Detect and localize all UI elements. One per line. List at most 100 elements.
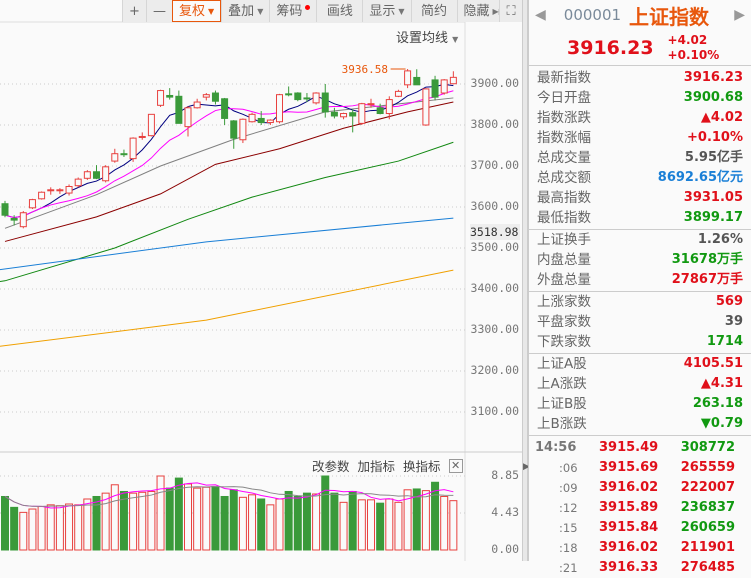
volume-bar[interactable] — [293, 495, 302, 551]
kline-chart[interactable]: 3936.58 — [0, 0, 522, 561]
candle[interactable] — [303, 93, 311, 103]
candle[interactable] — [294, 92, 302, 102]
candle[interactable] — [358, 102, 366, 125]
volume-bar[interactable] — [211, 485, 220, 551]
candle[interactable] — [166, 88, 174, 100]
volume-bar[interactable] — [119, 490, 128, 551]
toolbar-button-0[interactable]: + — [122, 0, 146, 22]
candle[interactable] — [340, 112, 348, 120]
volume-bar[interactable] — [138, 491, 147, 551]
panel-splitter[interactable]: ▶ — [522, 0, 530, 561]
candle[interactable] — [147, 113, 155, 137]
volume-bar[interactable] — [55, 505, 64, 551]
volume-bar[interactable] — [220, 495, 229, 551]
candle[interactable] — [221, 97, 229, 125]
volume-bar[interactable] — [421, 490, 430, 551]
volume-bar[interactable] — [65, 503, 74, 551]
candle[interactable] — [440, 79, 448, 95]
candle[interactable] — [74, 177, 82, 188]
candle[interactable] — [230, 120, 238, 149]
volume-bar[interactable] — [193, 487, 202, 551]
volume-bar[interactable] — [266, 504, 275, 551]
volume-bar[interactable] — [367, 499, 375, 551]
toolbar-button-4[interactable]: 筹码 — [269, 0, 317, 22]
ma-settings-button[interactable]: 设置均线 ▼ — [396, 27, 458, 46]
volume-bar[interactable] — [92, 495, 101, 551]
candle[interactable] — [394, 89, 402, 98]
candle[interactable] — [175, 90, 183, 124]
candle[interactable] — [19, 211, 27, 229]
collapse-arrow-icon[interactable]: ▶ — [523, 462, 530, 472]
candle[interactable] — [349, 109, 357, 133]
candle[interactable] — [38, 191, 46, 200]
volume-bar[interactable] — [339, 501, 348, 551]
volume-bar[interactable] — [302, 492, 311, 551]
volume-bar[interactable] — [257, 498, 266, 551]
candle[interactable] — [202, 93, 210, 101]
candle[interactable] — [266, 119, 274, 125]
toolbar-button-1[interactable]: — — [146, 0, 172, 22]
candle[interactable] — [138, 132, 146, 140]
volume-bar[interactable] — [229, 489, 238, 551]
candle[interactable] — [129, 137, 137, 162]
volume-bar[interactable] — [110, 484, 119, 551]
candle[interactable] — [184, 106, 192, 137]
candle[interactable] — [193, 98, 201, 109]
candle[interactable] — [102, 165, 110, 183]
volume-bar[interactable] — [312, 493, 321, 551]
volume-bar[interactable] — [238, 496, 247, 551]
candle[interactable] — [28, 198, 36, 210]
switch-indicator-button[interactable]: 换指标 — [403, 459, 441, 474]
volume-bar[interactable] — [440, 495, 449, 551]
volume-bar[interactable] — [1, 495, 9, 551]
volume-bar[interactable] — [101, 492, 110, 551]
volume-bar[interactable] — [129, 492, 138, 551]
volume-bar[interactable] — [403, 489, 412, 551]
volume-bar[interactable] — [357, 499, 366, 551]
candle[interactable] — [239, 118, 247, 144]
candle[interactable] — [422, 88, 430, 126]
volume-bar[interactable] — [165, 487, 174, 551]
edit-params-button[interactable]: 改参数 — [312, 459, 350, 474]
volume-bar[interactable] — [321, 475, 330, 551]
volume-bar[interactable] — [449, 500, 458, 551]
candle[interactable] — [83, 170, 91, 180]
volume-bar[interactable] — [431, 481, 440, 551]
candle[interactable] — [376, 103, 384, 115]
candle[interactable] — [47, 187, 55, 195]
candle[interactable] — [157, 89, 165, 107]
candle[interactable] — [1, 200, 9, 218]
volume-bar[interactable] — [275, 498, 284, 551]
toolbar-button-5[interactable]: 画线 — [316, 0, 363, 22]
volume-bar[interactable] — [184, 483, 192, 551]
candle[interactable] — [276, 93, 283, 124]
volume-bar[interactable] — [248, 494, 257, 551]
volume-bar[interactable] — [147, 490, 156, 551]
candle[interactable] — [285, 86, 293, 97]
volume-bar[interactable] — [284, 490, 293, 551]
candle[interactable] — [312, 92, 320, 105]
close-icon[interactable]: ✕ — [448, 458, 463, 473]
candle[interactable] — [413, 69, 421, 86]
volume-bar[interactable] — [174, 477, 183, 551]
volume-bar[interactable] — [46, 504, 55, 551]
candle[interactable] — [93, 165, 100, 180]
candle[interactable] — [321, 84, 329, 118]
volume-bar[interactable] — [156, 475, 165, 551]
candle[interactable] — [431, 75, 439, 101]
candle[interactable] — [330, 107, 338, 119]
toolbar-button-6[interactable]: 显示 ▼ — [362, 0, 411, 22]
volume-bar[interactable] — [83, 498, 92, 551]
prev-stock-icon[interactable]: ◀ — [535, 7, 546, 23]
candle[interactable] — [449, 71, 457, 85]
volume-bar[interactable] — [376, 502, 385, 551]
candle[interactable] — [404, 69, 412, 89]
fullscreen-button[interactable]: ⛶ — [499, 0, 522, 22]
volume-bar[interactable] — [10, 506, 19, 551]
volume-bar[interactable] — [348, 490, 357, 551]
volume-bar[interactable] — [412, 488, 421, 551]
candle[interactable] — [211, 90, 219, 105]
candle[interactable] — [257, 111, 265, 125]
volume-bar[interactable] — [28, 508, 37, 551]
toolbar-button-3[interactable]: 叠加 ▼ — [221, 0, 270, 22]
